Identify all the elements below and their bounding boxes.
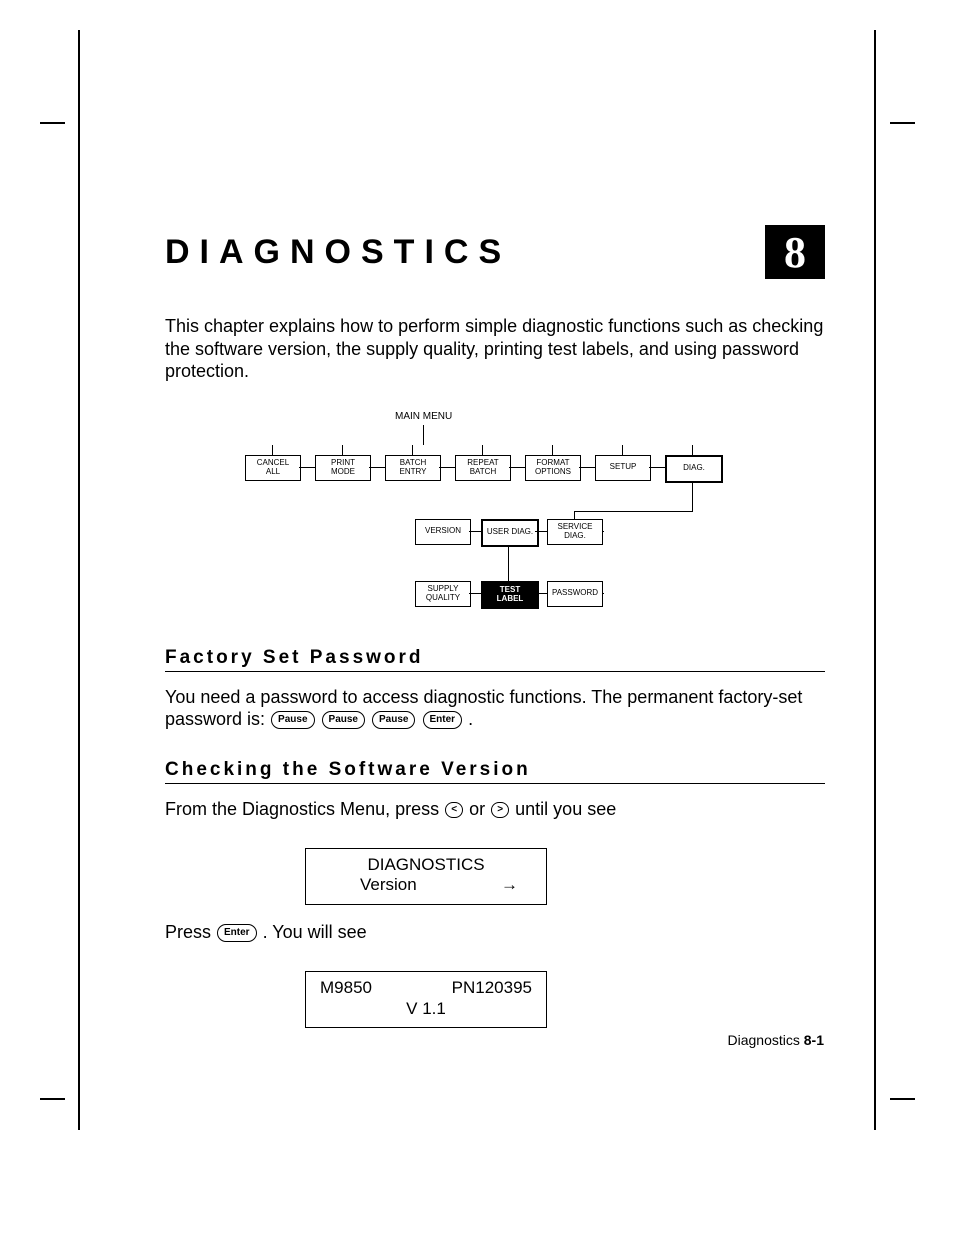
diagram-connector bbox=[579, 467, 595, 468]
display1-line2: Version → bbox=[316, 875, 536, 895]
diagram-node: PRINTMODE bbox=[315, 455, 371, 481]
lcd-display-1: DIAGNOSTICS Version → bbox=[305, 848, 547, 905]
pause-key-icon: Pause bbox=[372, 711, 415, 729]
nav-right-key-icon: > bbox=[491, 802, 509, 818]
crop-mark bbox=[874, 30, 876, 1130]
diagram-node: SETUP bbox=[595, 455, 651, 481]
diagram-node: SUPPLYQUALITY bbox=[415, 581, 471, 607]
crop-mark bbox=[890, 1098, 915, 1100]
factory-text-post: . bbox=[468, 709, 473, 729]
crop-mark bbox=[890, 122, 915, 124]
version-line1-post: until you see bbox=[515, 799, 616, 819]
diagram-connector bbox=[342, 445, 343, 455]
diagram-node: REPEATBATCH bbox=[455, 455, 511, 481]
footer-page-number: 8-1 bbox=[804, 1032, 824, 1048]
pause-key-icon: Pause bbox=[271, 711, 314, 729]
diagram-connector bbox=[272, 445, 273, 455]
diagram-connector bbox=[692, 479, 693, 511]
diagram-node: VERSION bbox=[415, 519, 471, 545]
version-line2-post: . You will see bbox=[263, 922, 367, 942]
diagram-node: DIAG. bbox=[665, 455, 723, 483]
diagram-connector bbox=[535, 531, 547, 532]
diagram-connector bbox=[622, 445, 623, 455]
diagram-node: SERVICEDIAG. bbox=[547, 519, 603, 545]
menu-tree-diagram: MAIN MENU CANCELALL PRINTMODE BATCHENTRY RE… bbox=[245, 411, 785, 621]
diagram-connector bbox=[574, 511, 693, 512]
arrow-right-icon: → bbox=[501, 875, 518, 895]
factory-key-sequence: Pause Pause Pause Enter bbox=[270, 709, 468, 729]
diagram-connector bbox=[423, 425, 424, 445]
crop-mark bbox=[78, 30, 80, 1130]
diagram-root-label: MAIN MENU bbox=[395, 411, 452, 422]
section-title-version: Checking the Software Version bbox=[165, 759, 825, 784]
factory-paragraph: You need a password to access diagnostic… bbox=[165, 686, 825, 731]
version-line1: From the Diagnostics Menu, press < or > … bbox=[165, 798, 825, 821]
diagram-node: CANCELALL bbox=[245, 455, 301, 481]
display2-line2: V 1.1 bbox=[316, 999, 536, 1019]
enter-key-icon: Enter bbox=[217, 924, 257, 942]
factory-text-pre: You need a password to access diagnostic… bbox=[165, 687, 802, 730]
diagram-node: PASSWORD bbox=[547, 581, 603, 607]
diagram-connector bbox=[574, 511, 575, 519]
diagram-connector bbox=[508, 573, 509, 581]
display2-partno: PN120395 bbox=[452, 978, 532, 998]
display2-line1: M9850 PN120395 bbox=[316, 978, 536, 998]
chapter-number-badge: 8 bbox=[765, 225, 825, 279]
diagram-node: FORMATOPTIONS bbox=[525, 455, 581, 481]
nav-left-key-icon: < bbox=[445, 802, 463, 818]
page-content: DIAGNOSTICS 8 This chapter explains how … bbox=[165, 225, 825, 1044]
display1-line2-left: Version bbox=[360, 875, 417, 895]
diagram-connector bbox=[508, 543, 509, 573]
diagram-connector bbox=[509, 467, 525, 468]
diagram-node: BATCHENTRY bbox=[385, 455, 441, 481]
crop-mark bbox=[40, 122, 65, 124]
intro-paragraph: This chapter explains how to perform sim… bbox=[165, 315, 825, 383]
pause-key-icon: Pause bbox=[322, 711, 365, 729]
diagram-connector bbox=[535, 593, 547, 594]
diagram-connector bbox=[299, 467, 315, 468]
version-line2-pre: Press bbox=[165, 922, 216, 942]
diagram-connector bbox=[482, 445, 483, 455]
diagram-connector bbox=[692, 445, 693, 455]
diagram-connector bbox=[412, 445, 413, 455]
diagram-node: TESTLABEL bbox=[481, 581, 539, 609]
display1-line1: DIAGNOSTICS bbox=[316, 855, 536, 875]
section-title-factory: Factory Set Password bbox=[165, 647, 825, 672]
footer-label: Diagnostics bbox=[728, 1032, 800, 1048]
manual-page: DIAGNOSTICS 8 This chapter explains how … bbox=[0, 0, 954, 1235]
version-line2: Press Enter . You will see bbox=[165, 921, 825, 944]
diagram-connector bbox=[439, 467, 455, 468]
diagram-connector bbox=[469, 531, 481, 532]
diagram-connector bbox=[649, 467, 665, 468]
diagram-connector bbox=[469, 593, 481, 594]
crop-mark bbox=[40, 1098, 65, 1100]
version-line1-mid: or bbox=[469, 799, 490, 819]
display2-model: M9850 bbox=[320, 978, 372, 998]
lcd-display-2: M9850 PN120395 V 1.1 bbox=[305, 971, 547, 1028]
page-title: DIAGNOSTICS bbox=[165, 233, 511, 272]
page-footer: Diagnostics 8-1 bbox=[728, 1032, 825, 1048]
diagram-connector bbox=[552, 445, 553, 455]
diagram-connector bbox=[369, 467, 385, 468]
diagram-node: USER DIAG. bbox=[481, 519, 539, 547]
enter-key-icon: Enter bbox=[423, 711, 463, 729]
version-line1-pre: From the Diagnostics Menu, press bbox=[165, 799, 444, 819]
title-row: DIAGNOSTICS 8 bbox=[165, 225, 825, 279]
